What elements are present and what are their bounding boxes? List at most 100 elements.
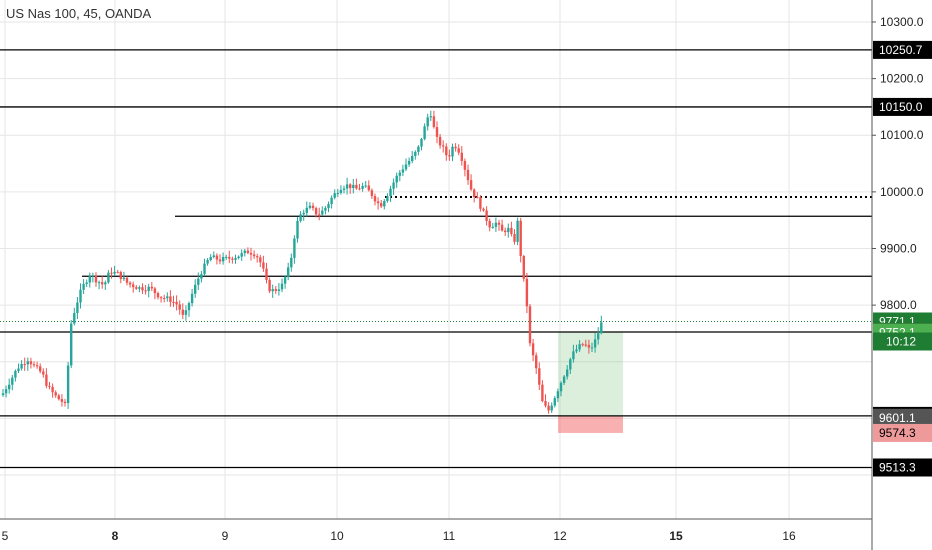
candle-body xyxy=(392,182,395,189)
candle-body xyxy=(97,282,101,284)
price-label-box xyxy=(873,97,932,116)
candle-body xyxy=(125,277,129,283)
candle-body xyxy=(60,399,64,402)
candle-body xyxy=(212,255,215,258)
candle-body xyxy=(572,351,575,360)
y-tick-label: 10000.0 xyxy=(880,185,924,199)
candle-body xyxy=(547,405,550,411)
candle-body xyxy=(11,377,14,385)
candle-body xyxy=(473,189,476,198)
candle-body xyxy=(544,401,547,406)
candle-body xyxy=(438,136,442,146)
candle-body xyxy=(463,160,467,170)
candle-body xyxy=(290,257,293,268)
candle-body xyxy=(39,366,42,372)
candle-body xyxy=(442,145,445,147)
candle-body xyxy=(535,355,538,369)
candle-body xyxy=(85,282,88,284)
candle-body xyxy=(460,152,463,161)
candle-body xyxy=(249,252,253,255)
candle-body xyxy=(175,301,178,305)
candle-body xyxy=(556,391,560,399)
candle-body xyxy=(17,368,20,371)
candle-body xyxy=(252,254,256,257)
price-label-box xyxy=(873,423,932,442)
price-label-box xyxy=(873,40,932,59)
candle-body xyxy=(538,368,541,385)
candle-body xyxy=(411,156,414,161)
candle-body xyxy=(221,256,225,262)
candle-body xyxy=(243,250,246,254)
candle-body xyxy=(79,289,82,303)
candle-body xyxy=(66,365,70,404)
countdown-box xyxy=(873,332,932,351)
y-tick-label: 9900.0 xyxy=(880,242,917,256)
x-tick-label: 10 xyxy=(330,529,344,543)
y-tick-label: 9800.0 xyxy=(880,298,917,312)
candle-body xyxy=(423,126,426,140)
candle-body xyxy=(305,207,308,213)
candle-body xyxy=(302,212,305,215)
candle-body xyxy=(466,169,470,181)
candle-body xyxy=(57,395,60,400)
candle-body xyxy=(119,272,122,280)
candle-body xyxy=(73,313,76,324)
candle-body xyxy=(200,274,203,279)
candle-body xyxy=(358,188,361,190)
candle-body xyxy=(70,323,73,366)
candle-body xyxy=(215,255,219,260)
candle-body xyxy=(14,370,17,378)
candle-body xyxy=(476,197,479,199)
candle-body xyxy=(376,201,380,204)
candle-body xyxy=(296,220,299,239)
candle-body xyxy=(181,309,184,315)
candle-body xyxy=(48,385,51,387)
candle-body xyxy=(132,284,135,288)
candle-body xyxy=(271,289,274,292)
candle-body xyxy=(141,287,144,291)
candle-body xyxy=(584,344,587,346)
candle-body xyxy=(528,306,532,344)
price-label: 10150.0 xyxy=(879,100,923,114)
x-tick-label: 12 xyxy=(553,529,567,543)
candle-body xyxy=(321,210,324,215)
candle-body xyxy=(491,226,494,228)
candle-body xyxy=(324,208,327,211)
candle-body xyxy=(389,188,392,197)
y-tick-label: 10100.0 xyxy=(880,128,924,142)
candle-body xyxy=(63,401,67,404)
candle-body xyxy=(469,180,473,190)
candle-body xyxy=(76,302,79,314)
candle-body xyxy=(575,349,578,352)
candle-body xyxy=(448,155,451,157)
candle-body xyxy=(218,259,222,262)
candle-body xyxy=(45,374,48,386)
candle-body xyxy=(159,297,163,299)
candle-body xyxy=(240,253,243,257)
candle-body xyxy=(283,277,287,284)
candle-body xyxy=(569,359,572,370)
candle-body xyxy=(308,205,312,208)
candle-body xyxy=(339,189,343,193)
candle-body xyxy=(513,234,516,242)
candle-body xyxy=(144,290,147,292)
candle-body xyxy=(504,230,507,233)
candle-body xyxy=(265,268,268,280)
y-tick-label: 10300.0 xyxy=(880,15,924,29)
candle-body xyxy=(314,208,318,215)
candle-body xyxy=(370,190,374,197)
candle-body xyxy=(590,347,594,349)
candle-body xyxy=(600,322,603,334)
candle-body xyxy=(361,185,364,189)
candle-body xyxy=(414,151,417,157)
candle-body xyxy=(166,296,169,299)
candle-body xyxy=(373,196,377,202)
candle-body xyxy=(203,263,206,275)
candle-body xyxy=(479,197,482,209)
candle-body xyxy=(299,214,302,221)
price-label-box xyxy=(873,408,932,427)
candle-body xyxy=(318,214,321,216)
candle-body xyxy=(553,398,556,406)
